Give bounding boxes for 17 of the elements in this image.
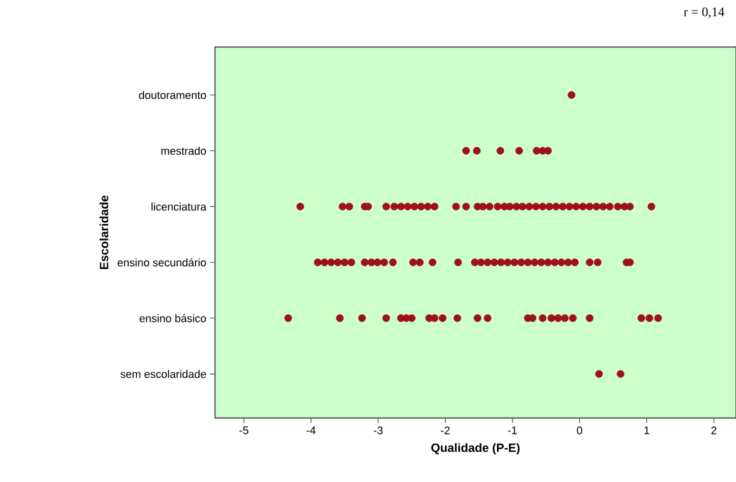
y-tick-label: doutoramento [139, 90, 206, 100]
y-tick-label: ensino básico [140, 314, 206, 322]
y-axis-title: Escolaridade [100, 196, 108, 270]
x-tick-label: -2 [440, 426, 450, 434]
x-tick-label: 2 [711, 426, 716, 434]
y-tick-label: ensino secundário [118, 258, 206, 266]
x-tick-label: -3 [374, 426, 383, 434]
x-tick-label: -5 [239, 426, 248, 434]
x-axis-title: Qualidade (P-E) [431, 443, 520, 454]
x-tick-label: 0 [576, 426, 582, 434]
y-tick-label: licenciatura [152, 202, 206, 211]
text: r = 0,14 [684, 8, 724, 18]
x-tick-label: -4 [306, 426, 316, 434]
x-tick-label: -1 [508, 426, 517, 434]
y-tick-label: sem escolaridade [120, 370, 206, 378]
x-tick-label: 1 [644, 426, 650, 434]
y-tick-label: mestrado [161, 146, 206, 155]
